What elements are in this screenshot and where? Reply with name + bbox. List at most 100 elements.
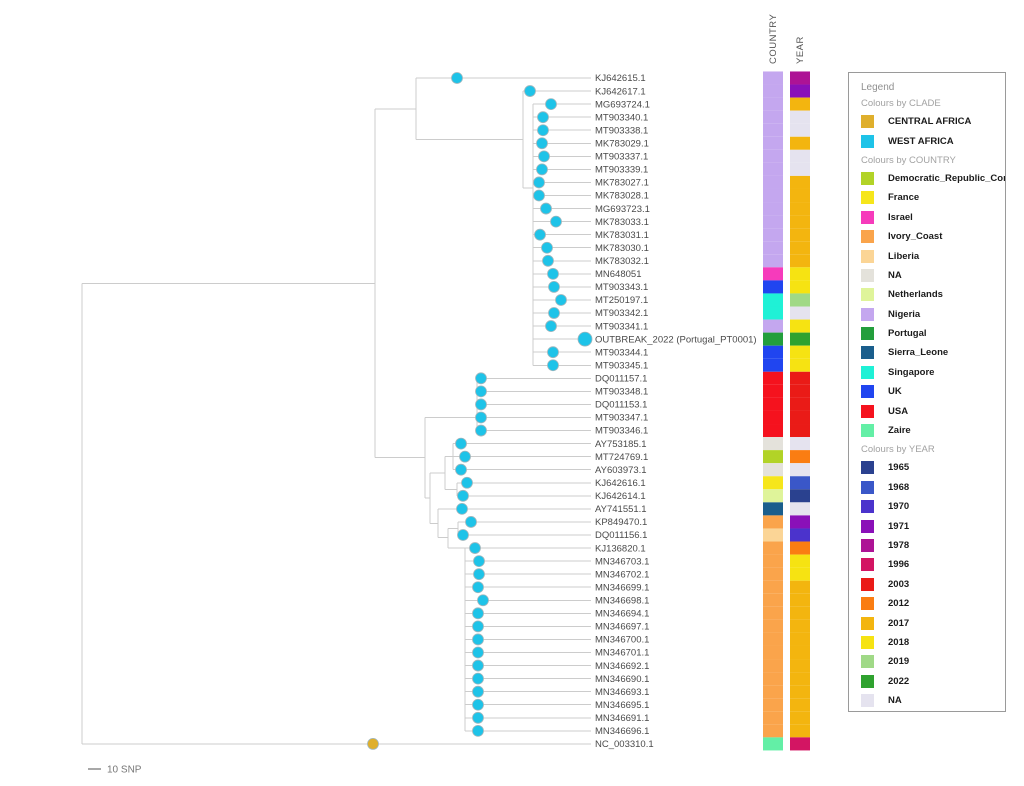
tree-node-circle[interactable] bbox=[473, 555, 485, 568]
legend-swatch bbox=[861, 674, 874, 688]
tree-node-circle[interactable] bbox=[536, 163, 548, 176]
tree-node-circle[interactable] bbox=[472, 685, 484, 698]
country-cell bbox=[763, 580, 783, 594]
tree-node-circle[interactable] bbox=[475, 424, 487, 437]
tree-node-circle[interactable] bbox=[472, 620, 484, 633]
tree-node-circle[interactable] bbox=[469, 542, 481, 554]
tree-node-circle[interactable] bbox=[475, 385, 487, 398]
tree-node-circle[interactable] bbox=[455, 463, 467, 476]
tree-node-circle[interactable] bbox=[547, 346, 559, 359]
tree-node-circle[interactable] bbox=[457, 489, 469, 502]
legend-swatch bbox=[861, 558, 874, 572]
tip-label: KJ642617.1 bbox=[595, 86, 646, 97]
legend-entry-label: 2012 bbox=[888, 598, 910, 610]
year-cell bbox=[790, 606, 810, 620]
tree-node-circle[interactable] bbox=[472, 724, 484, 737]
tree-node-circle[interactable] bbox=[524, 85, 536, 97]
legend-swatch bbox=[861, 616, 874, 630]
legend-swatch bbox=[861, 365, 874, 379]
tree-node-circle[interactable] bbox=[540, 202, 552, 215]
tree-node-circle[interactable] bbox=[475, 411, 487, 424]
legend-entry-label: France bbox=[888, 192, 920, 204]
country-cell bbox=[763, 593, 783, 607]
legend-entry-label: Singapore bbox=[888, 366, 935, 378]
country-cell bbox=[763, 489, 783, 503]
tree-node-circle[interactable] bbox=[472, 698, 484, 711]
year-cell bbox=[790, 632, 810, 646]
tree-node-circle[interactable] bbox=[550, 215, 562, 228]
tree-node-circle[interactable] bbox=[533, 189, 545, 202]
tip-label: MG693724.1 bbox=[595, 99, 650, 110]
tree-node-circle[interactable] bbox=[457, 529, 469, 541]
legend-entry-label: 2018 bbox=[888, 636, 910, 648]
tip-label: MG693723.1 bbox=[595, 204, 650, 215]
legend-entry-label: 2022 bbox=[888, 675, 910, 687]
tree-node-circle[interactable] bbox=[545, 98, 557, 111]
legend-swatch bbox=[861, 346, 874, 360]
tree-node-circle[interactable] bbox=[538, 150, 550, 163]
tree-node-circle[interactable] bbox=[548, 281, 560, 293]
tree-node-circle[interactable] bbox=[472, 672, 484, 685]
legend-entry: Netherlands bbox=[861, 285, 993, 304]
legend-entry-label: 1971 bbox=[888, 520, 910, 532]
legend-entry: Sierra_Leone bbox=[861, 343, 993, 362]
tree-node-circle[interactable] bbox=[472, 607, 484, 620]
country-cell bbox=[763, 228, 783, 242]
tree-node-circle[interactable] bbox=[472, 646, 484, 659]
tree-node-circle[interactable] bbox=[533, 176, 545, 189]
tip-label: MK783027.1 bbox=[595, 178, 649, 189]
tree-node-circle[interactable] bbox=[472, 633, 484, 646]
legend-entry: France bbox=[861, 188, 993, 207]
country-cell bbox=[763, 685, 783, 699]
country-cell bbox=[763, 280, 783, 294]
tree-node-circle[interactable] bbox=[537, 124, 549, 137]
tree-node-circle[interactable] bbox=[547, 359, 559, 372]
tree-node-circle[interactable] bbox=[477, 594, 489, 607]
tree-node-circle[interactable] bbox=[475, 398, 487, 411]
legend-swatch bbox=[861, 134, 874, 148]
legend-entry-label: NA bbox=[888, 269, 902, 281]
tree-node-circle[interactable] bbox=[536, 137, 548, 150]
tree-node-circle[interactable] bbox=[461, 476, 473, 489]
tree-node-circle[interactable] bbox=[542, 254, 554, 267]
country-cell bbox=[763, 84, 783, 98]
tree-node-circle[interactable] bbox=[534, 228, 546, 241]
legend-entry-label: 1970 bbox=[888, 501, 910, 513]
tree-node-circle[interactable] bbox=[537, 111, 549, 124]
tip-label: KJ642615.1 bbox=[595, 73, 646, 84]
country-cell bbox=[763, 175, 783, 189]
year-cell bbox=[790, 541, 810, 555]
year-cell bbox=[790, 188, 810, 203]
tip-label: MN346702.1 bbox=[595, 569, 649, 580]
tree-node-circle[interactable] bbox=[451, 72, 463, 84]
tree-node-circle[interactable] bbox=[555, 294, 567, 306]
tree-node-circle[interactable] bbox=[473, 568, 485, 581]
tree-node-circle[interactable] bbox=[472, 711, 484, 724]
tip-label: MK783030.1 bbox=[595, 243, 649, 254]
tree-node-circle[interactable] bbox=[456, 502, 468, 515]
tip-label: MN346692.1 bbox=[595, 661, 649, 672]
tree-node-circle[interactable] bbox=[459, 450, 471, 463]
tree-node-circle[interactable] bbox=[541, 241, 553, 254]
legend-swatch bbox=[861, 210, 874, 224]
tip-label: MK783029.1 bbox=[595, 138, 649, 149]
legend-entry-label: 1978 bbox=[888, 540, 910, 551]
tree-node-circle[interactable] bbox=[472, 581, 484, 594]
tree-node-circle[interactable] bbox=[367, 738, 379, 750]
country-cell bbox=[763, 606, 783, 620]
legend-entry: 2003 bbox=[861, 575, 993, 594]
tree-node-circle[interactable] bbox=[455, 437, 467, 450]
legend-entry: Nigeria bbox=[861, 305, 993, 324]
tree-node-circle[interactable] bbox=[547, 267, 559, 280]
legend-entry: 1970 bbox=[861, 497, 993, 516]
tree-node-circle[interactable] bbox=[475, 372, 487, 385]
legend-title: Legend bbox=[861, 82, 895, 93]
legend-swatch bbox=[861, 268, 874, 282]
tip-label: OUTBREAK_2022 (Portugal_PT0001) bbox=[595, 334, 757, 345]
tree-node-circle[interactable] bbox=[545, 320, 557, 332]
country-cell bbox=[763, 711, 783, 725]
tree-node-circle[interactable] bbox=[472, 659, 484, 672]
tree-node-circle[interactable] bbox=[548, 307, 560, 319]
tree-node-circle[interactable] bbox=[577, 331, 593, 347]
tree-node-circle[interactable] bbox=[465, 516, 477, 528]
